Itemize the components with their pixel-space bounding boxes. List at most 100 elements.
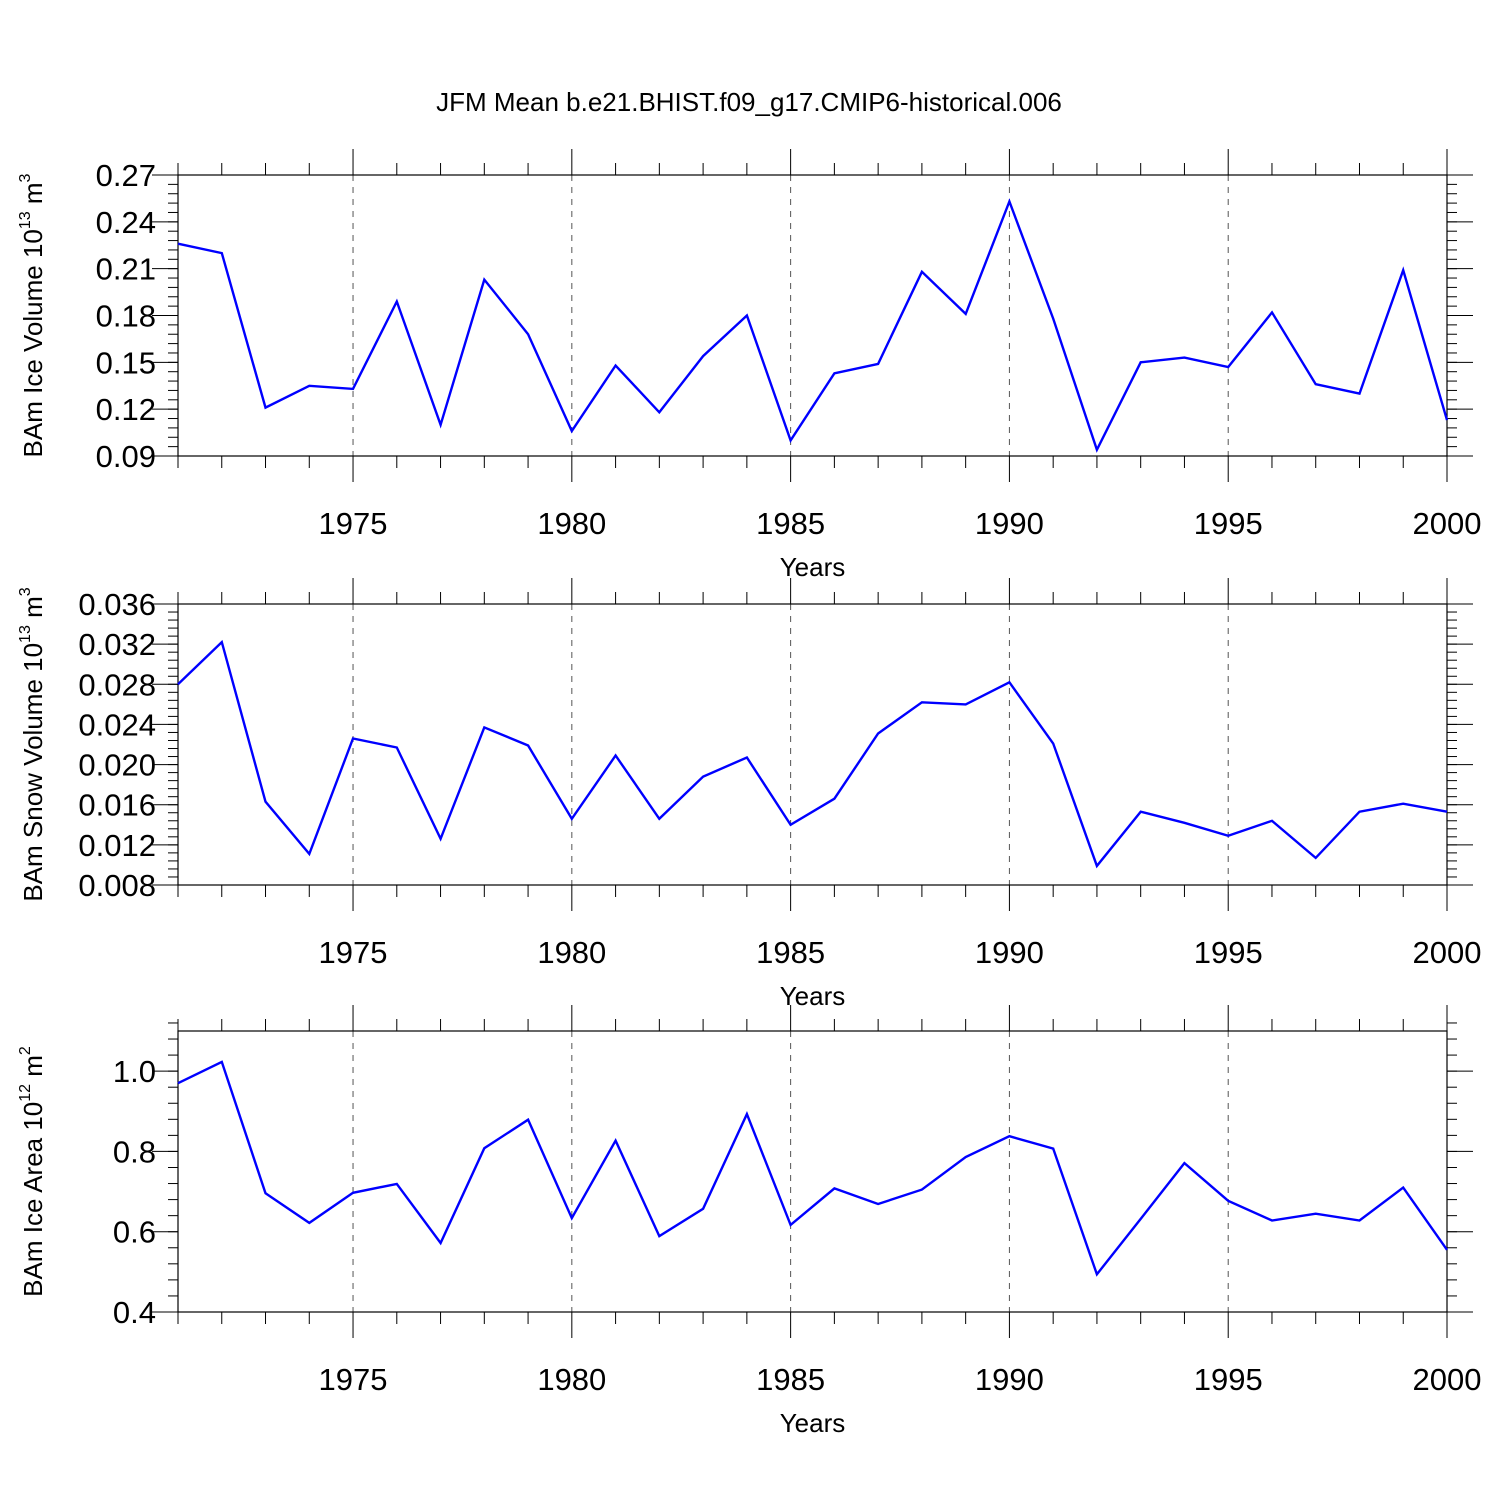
snow-volume-xtick-label: 1975 xyxy=(319,935,388,970)
ice-area-data-point xyxy=(439,1241,443,1245)
ice-volume-data-point xyxy=(570,429,574,433)
ice-volume-ytick-label: 0.24 xyxy=(96,205,156,240)
snow-volume-xtick-label: 2000 xyxy=(1413,935,1482,970)
snow-volume-data-point xyxy=(745,756,749,760)
snow-volume-series-line xyxy=(177,639,1448,869)
ice-area-data-point xyxy=(1007,1134,1011,1138)
ice-volume-data-point xyxy=(1401,268,1405,272)
ice-volume-data-point xyxy=(876,362,880,366)
ice-volume-data-point xyxy=(1182,356,1186,360)
snow-volume-xtick-label: 1980 xyxy=(537,935,606,970)
figure-title: JFM Mean b.e21.BHIST.f09_g17.CMIP6-histo… xyxy=(436,87,1062,117)
snow-volume-ytick-label: 0.012 xyxy=(78,828,156,863)
ice-area-data-point xyxy=(1095,1272,1099,1276)
ice-area-xtick-label: 1975 xyxy=(319,1362,388,1397)
ice-volume-data-point xyxy=(264,406,268,410)
snow-volume-data-point xyxy=(1445,810,1449,814)
ice-volume-data-point xyxy=(526,332,530,336)
snow-volume-data-point xyxy=(1314,856,1318,860)
snow-volume-data-point xyxy=(1007,680,1011,684)
ice-area-data-point xyxy=(789,1223,793,1227)
snow-volume-data-point xyxy=(657,817,661,821)
snow-volume-data-point xyxy=(701,775,705,779)
snow-volume-data-point xyxy=(789,823,793,827)
ice-area-data-point xyxy=(264,1191,268,1195)
snow-volume-x-axis-label: Years xyxy=(780,981,846,1011)
ice-area-data-point xyxy=(1226,1199,1230,1203)
ice-volume-data-point xyxy=(657,410,661,414)
ice-volume-ytick-label: 0.21 xyxy=(96,252,156,287)
ice-area-data-point xyxy=(395,1182,399,1186)
ice-area-data-point xyxy=(1401,1186,1405,1190)
snow-volume-data-point xyxy=(1401,802,1405,806)
ice-area-x-axis-label: Years xyxy=(780,1408,846,1438)
ice-volume-data-point xyxy=(176,242,180,246)
snow-volume-data-point xyxy=(876,732,880,736)
ice-volume-ytick-label: 0.15 xyxy=(96,345,156,380)
snow-volume-data-point xyxy=(307,852,311,856)
snow-volume-ytick-label: 0.028 xyxy=(78,667,156,702)
ice-area-xtick-label: 1980 xyxy=(537,1362,606,1397)
ice-volume-x-axis-label: Years xyxy=(780,552,846,582)
ice-volume-data-point xyxy=(1358,392,1362,396)
snow-volume-data-point xyxy=(1182,821,1186,825)
ice-area-data-point xyxy=(614,1139,618,1143)
snow-volume-ytick-label: 0.032 xyxy=(78,627,156,662)
ice-volume-data-point xyxy=(1445,418,1449,422)
snow-volume-data-point xyxy=(526,744,530,748)
ice-volume-data-point xyxy=(920,270,924,274)
ice-area-data-point xyxy=(176,1081,180,1085)
ice-area-data-point xyxy=(526,1118,530,1122)
ice-area-series-line xyxy=(177,1060,1448,1277)
ice-area-data-point xyxy=(964,1155,968,1159)
snow-volume-data-point xyxy=(264,800,268,804)
snow-volume-xtick-label: 1985 xyxy=(756,935,825,970)
ice-volume-xtick-label: 1985 xyxy=(756,506,825,541)
ice-volume-data-point xyxy=(789,438,793,442)
ice-volume-data-point xyxy=(1270,310,1274,314)
ice-volume-data-point xyxy=(1314,382,1318,386)
ice-volume-data-point xyxy=(1139,360,1143,364)
ice-area-data-point xyxy=(570,1216,574,1220)
snow-volume-data-point xyxy=(614,754,618,758)
ice-area-ytick-label: 0.8 xyxy=(113,1134,156,1169)
ice-area-data-point xyxy=(1270,1219,1274,1223)
panel-snow-volume: 0.008 0.012 0.016 0.020 0.024 0.028 0.032 0.036… xyxy=(17,578,1481,1011)
ice-volume-data-point xyxy=(395,300,399,304)
snow-volume-ytick-label: 0.016 xyxy=(78,788,156,823)
ice-volume-data-point xyxy=(351,387,355,391)
snow-volume-data-point xyxy=(439,837,443,841)
ice-volume-data-point xyxy=(701,354,705,358)
snow-volume-data-point xyxy=(351,737,355,741)
snow-volume-data-point xyxy=(832,797,836,801)
ice-volume-data-point xyxy=(745,314,749,318)
ice-area-ytick-label: 1.0 xyxy=(113,1054,156,1089)
ice-area-xtick-label: 1995 xyxy=(1194,1362,1263,1397)
ice-volume-xtick-label: 1980 xyxy=(537,506,606,541)
ice-area-data-point xyxy=(482,1146,486,1150)
panel-ice-volume: 0.09 0.12 0.15 0.18 0.21 0.24 0.27 1975 1980 1985… xyxy=(17,149,1481,582)
ice-volume-series-line xyxy=(177,198,1449,453)
snow-volume-data-point xyxy=(1139,810,1143,814)
ice-volume-xtick-label: 1990 xyxy=(975,506,1044,541)
ice-area-data-point xyxy=(1445,1248,1449,1252)
snow-volume-xtick-label: 1995 xyxy=(1194,935,1263,970)
snow-volume-data-point xyxy=(964,702,968,706)
snow-volume-ytick-label: 0.020 xyxy=(78,748,156,783)
snow-volume-ytick-label: 0.008 xyxy=(78,868,156,903)
snow-volume-data-point xyxy=(1270,819,1274,823)
ice-volume-data-point xyxy=(1226,365,1230,369)
ice-volume-data-point xyxy=(614,364,618,368)
ice-area-xtick-label: 2000 xyxy=(1413,1362,1482,1397)
ice-volume-ytick-label: 0.27 xyxy=(96,158,156,193)
snow-volume-data-point xyxy=(1051,742,1055,746)
ice-area-data-point xyxy=(1051,1147,1055,1151)
snow-volume-data-point xyxy=(176,682,180,686)
ice-volume-data-point xyxy=(439,423,443,427)
ice-volume-xtick-label: 1975 xyxy=(319,506,388,541)
snow-volume-data-point xyxy=(920,700,924,704)
snow-volume-xtick-label: 1990 xyxy=(975,935,1044,970)
ice-volume-data-point xyxy=(1095,448,1099,452)
ice-area-ytick-label: 0.4 xyxy=(113,1295,156,1330)
